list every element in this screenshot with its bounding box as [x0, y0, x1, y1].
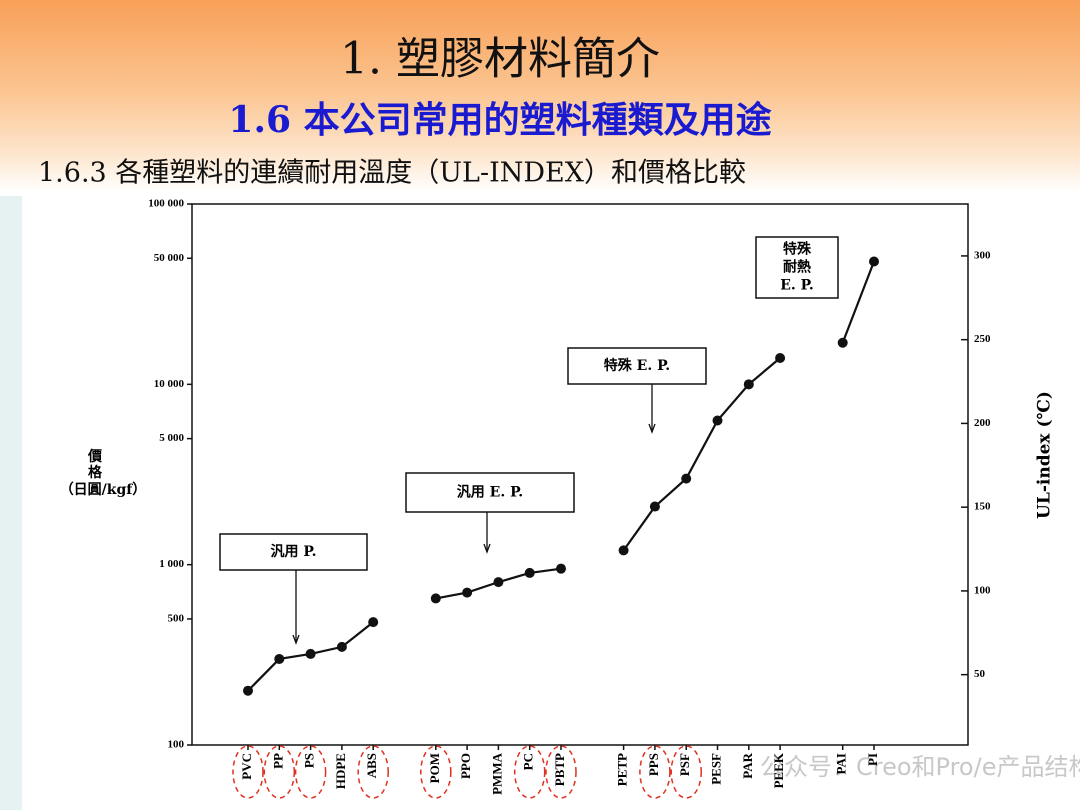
y2-tick-label: 150 [974, 501, 991, 513]
x-tick-label: PETP [615, 753, 630, 786]
y-tick-label: 5 000 [159, 432, 184, 444]
highlight-circle [263, 745, 296, 799]
y-tick-label: 500 [168, 612, 185, 624]
marker [462, 587, 473, 598]
arrow-head [292, 634, 300, 645]
watermark: 公众号：Creo和Pro/e产品结构设计集 [760, 753, 1080, 781]
marker [493, 577, 504, 588]
x-tick-label: PAI [834, 753, 849, 774]
marker [743, 379, 754, 390]
marker [243, 685, 253, 696]
highlight-circle [513, 745, 546, 799]
x-tick-label: PEEK [771, 752, 786, 788]
highlight-circle [357, 745, 389, 799]
marker [305, 648, 316, 659]
y2-tick-label: 50 [974, 668, 986, 680]
x-tick-label: ABS [364, 753, 379, 778]
section-title: 1.6.3 各種塑料的連續耐用溫度（UL-INDEX）和價格比較 [38, 158, 746, 189]
y-tick-label: 1 000 [159, 558, 184, 570]
marker [336, 641, 347, 652]
annotation-text: E. P. [780, 278, 814, 294]
annotation-text: 汎用 E. P. [457, 484, 523, 501]
annotation-box [219, 533, 368, 571]
annotation-box [567, 347, 707, 385]
x-tick-label: PP [270, 753, 285, 769]
y-axis-label: 價 [87, 448, 103, 465]
x-tick-label: PC [521, 753, 536, 770]
plot-frame [191, 203, 969, 746]
highlight-circle [639, 745, 671, 799]
x-tick-label: PVC [239, 753, 254, 780]
y2-tick-label: 100 [974, 584, 991, 596]
x-tick-label: PPS [646, 753, 661, 776]
marker [430, 593, 441, 604]
marker [837, 337, 848, 348]
subtitle: 1.6 本公司常用的塑料種類及用途 [228, 99, 771, 141]
y-tick-label: 100 [168, 739, 185, 751]
x-tick-label: PBTP [552, 753, 567, 786]
arrow-head [648, 423, 656, 434]
x-tick-label: HDPE [333, 753, 348, 789]
annotation-box [405, 472, 575, 513]
x-tick-label: PESF [708, 753, 723, 785]
marker [618, 545, 629, 556]
y2-axis-label: UL-index (℃) [1035, 391, 1055, 519]
line [622, 357, 781, 552]
y-tick-label: 10 000 [154, 378, 185, 390]
marker [869, 256, 879, 267]
x-tick-label: PS [302, 753, 317, 768]
y2-tick-label: 300 [974, 249, 991, 261]
x-tick-label: PAR [740, 752, 755, 778]
x-tick-label: PI [865, 753, 880, 766]
annotation-text: 汎用 P. [271, 543, 317, 560]
y-axis-label: （日圓/kgf） [60, 481, 147, 498]
marker [649, 501, 660, 512]
marker [274, 653, 285, 664]
side-strip [0, 196, 22, 810]
x-tick-label: POM [427, 753, 442, 783]
x-tick-label: PMMA [489, 752, 504, 794]
y-tick-label: 50 000 [154, 252, 185, 264]
x-tick-label: PSF [677, 753, 692, 776]
arrow-head [483, 543, 491, 554]
x-tick-label: PPO [458, 753, 473, 779]
marker [556, 563, 566, 574]
y2-tick-label: 250 [974, 333, 991, 345]
marker [681, 473, 692, 484]
marker [712, 415, 723, 426]
marker [524, 567, 535, 578]
annotation-text: 特殊 [783, 241, 812, 258]
highlight-circle [670, 745, 702, 799]
y-tick-label: 100 000 [148, 198, 184, 210]
annotation-box [755, 236, 839, 299]
y-axis-label: 格 [88, 464, 103, 481]
title: 1. 塑膠材料簡介 [340, 34, 660, 85]
line [841, 261, 876, 344]
marker [775, 352, 786, 363]
highlight-circle [545, 745, 577, 799]
annotation-text: 耐熱 [783, 259, 811, 276]
y2-tick-label: 200 [974, 417, 991, 429]
highlight-circle [420, 745, 452, 799]
highlight-circle [294, 745, 327, 799]
highlight-circle [232, 745, 264, 799]
marker [368, 617, 379, 628]
annotation-text: 特殊 E. P. [604, 357, 670, 374]
